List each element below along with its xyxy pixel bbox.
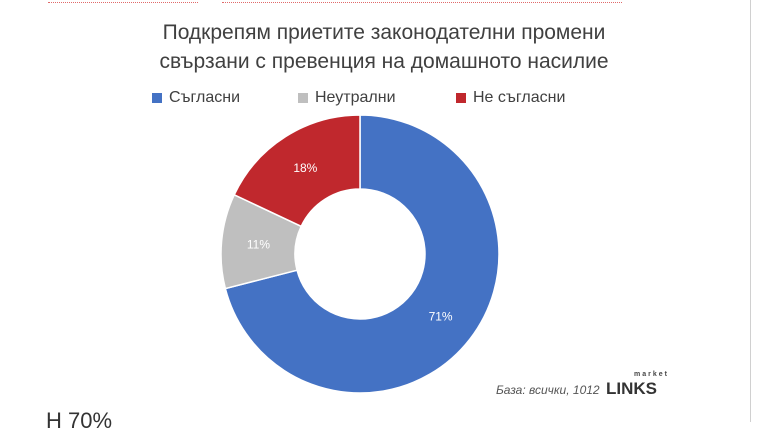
chart-legend: Съгласни Неутрални Не съгласни (0, 89, 720, 109)
legend-item-disagree: Не съгласни (456, 89, 565, 107)
legend-swatch (152, 93, 162, 103)
legend-label: Съгласни (169, 89, 241, 106)
spellcheck-underline (48, 2, 198, 3)
legend-item-agree: Съгласни (152, 89, 240, 107)
cut-off-text: Н 70% (46, 408, 113, 433)
legend-label: Неутрални (315, 89, 396, 106)
donut-chart: 71% 11% 18% (220, 114, 500, 394)
market-links-logo: market LINKS (606, 371, 670, 399)
slice-label-agree: 71% (429, 310, 453, 324)
legend-label: Не съгласни (473, 89, 566, 106)
base-footnote: База: всички, 1012 (496, 383, 600, 397)
legend-swatch (456, 93, 466, 103)
chart-title-line-1: Подкрепям приетите законодателни промени (162, 21, 606, 44)
legend-item-neutral: Неутрални (298, 89, 396, 107)
chart-title-line-2: свързани с превенция на домашното насили… (159, 50, 609, 73)
slice-disagree (233, 114, 361, 228)
chart-title: Подкрепям приетите законодателни промени… (0, 18, 768, 76)
slice-agree (224, 114, 500, 394)
legend-swatch (298, 93, 308, 103)
logo-small-text: market (634, 371, 669, 378)
top-strip (0, 0, 768, 8)
slice-label-neutral: 11% (247, 237, 270, 251)
slide-edge (750, 0, 751, 422)
logo-main-text: LINKS (606, 379, 657, 398)
spellcheck-underline (222, 2, 622, 3)
slice-label-disagree: 18% (293, 161, 317, 175)
